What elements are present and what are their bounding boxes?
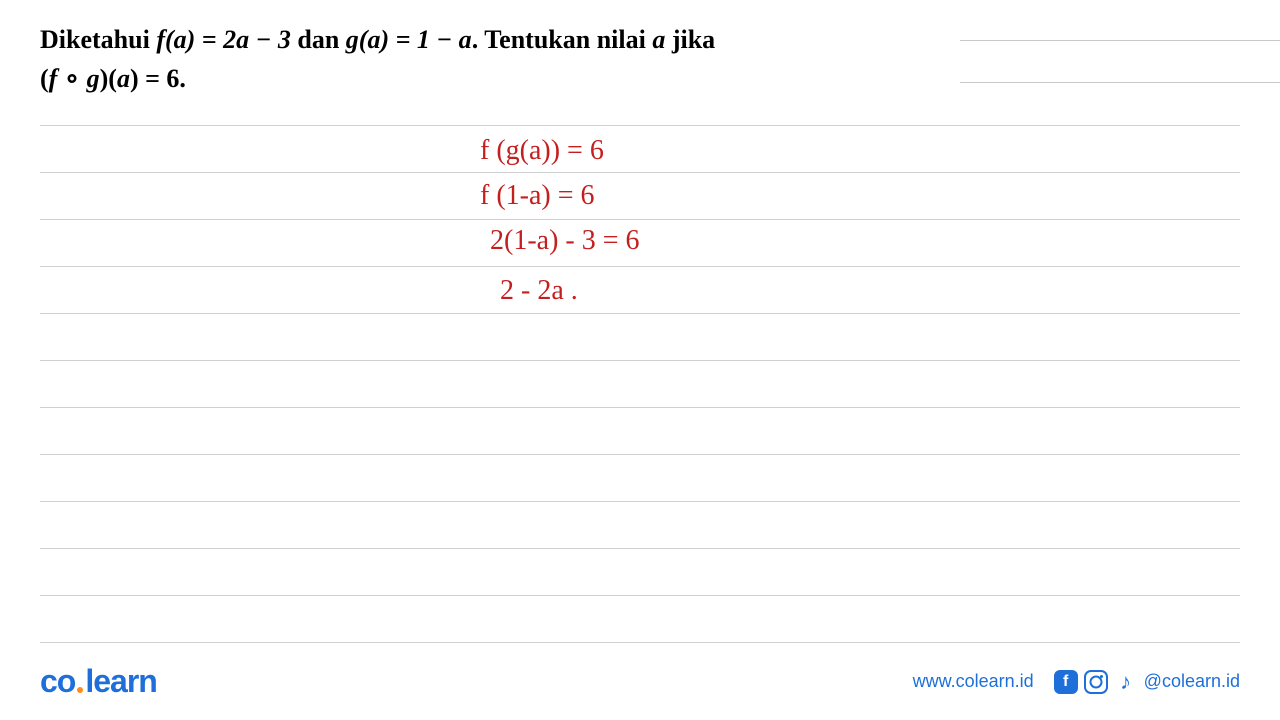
- problem-statement: Diketahui f(a) = 2a − 3 dan g(a) = 1 − a…: [40, 20, 1240, 98]
- compose-symbol: ∘: [57, 64, 86, 93]
- footer-right: www.colearn.id f ♪ @colearn.id: [913, 670, 1240, 694]
- text-prefix: Diketahui: [40, 25, 156, 54]
- text-jika: jika: [665, 25, 715, 54]
- content-area: Diketahui f(a) = 2a − 3 dan g(a) = 1 − a…: [40, 20, 1240, 640]
- var-a: a: [652, 25, 665, 54]
- var-f: f: [156, 25, 165, 54]
- paren-close: )(: [100, 64, 117, 93]
- var-g: g: [346, 25, 359, 54]
- ruled-line: [40, 642, 1240, 643]
- handwriting-step-1: f (g(a)) = 6: [480, 135, 604, 167]
- handwriting-step-2: f (1-a) = 6: [480, 180, 595, 212]
- footer: colearn www.colearn.id f ♪ @colearn.id: [40, 663, 1240, 700]
- paren-open: (: [40, 64, 49, 93]
- handwriting-step-4: 2 - 2a .: [500, 275, 578, 307]
- var-a2: a: [117, 64, 130, 93]
- handwriting-step-3: 2(1-a) - 3 = 6: [490, 225, 640, 257]
- expr-ga: (a) = 1 − a: [359, 25, 472, 54]
- expr-fa: (a) = 2a − 3: [165, 25, 291, 54]
- logo: colearn: [40, 663, 157, 700]
- facebook-icon: f: [1054, 670, 1078, 694]
- text-dan: dan: [291, 25, 346, 54]
- website-url: www.colearn.id: [913, 671, 1034, 692]
- social-block: f ♪ @colearn.id: [1054, 670, 1240, 694]
- logo-dot-icon: [77, 687, 83, 693]
- logo-learn: learn: [85, 663, 156, 699]
- social-handle: @colearn.id: [1144, 671, 1240, 692]
- text-suffix: . Tentukan nilai: [472, 25, 653, 54]
- var-g2: g: [87, 64, 100, 93]
- logo-co: co: [40, 663, 75, 699]
- tiktok-icon: ♪: [1114, 670, 1138, 694]
- eq-six: ) = 6.: [130, 64, 186, 93]
- instagram-icon: [1084, 670, 1108, 694]
